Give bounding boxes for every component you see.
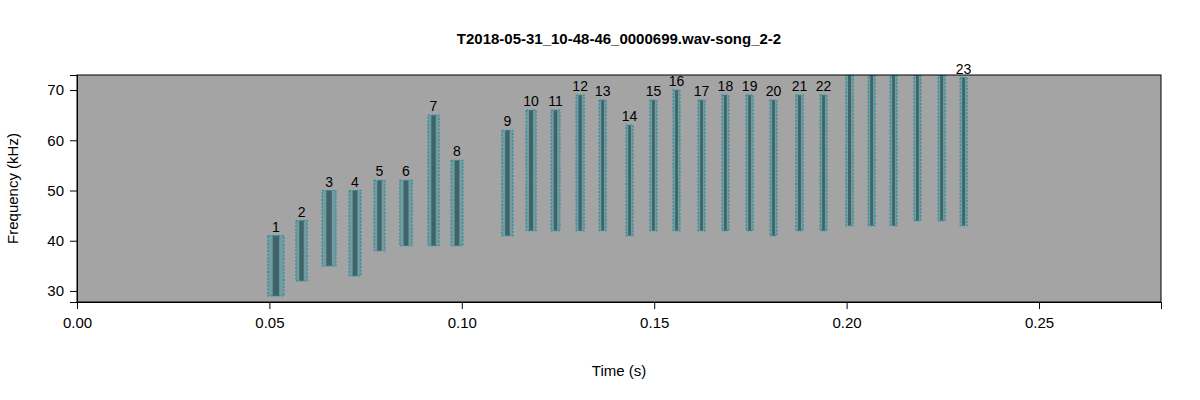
selection-box (820, 95, 827, 231)
selection-box (374, 180, 385, 250)
selection-box (626, 125, 633, 235)
y-tick-label: 70 (47, 81, 64, 98)
y-tick: 50 (47, 182, 77, 199)
selection-box (650, 100, 657, 231)
y-tick: 40 (47, 232, 77, 249)
selection-box (868, 75, 875, 226)
plot-background (77, 75, 1161, 302)
selection-box (746, 95, 753, 231)
selection-box (890, 75, 897, 226)
selection-box (551, 110, 560, 231)
y-tick-mark (70, 291, 77, 292)
y-tick-mark (70, 191, 77, 192)
y-axis-line (70, 76, 78, 303)
x-tick-mark (847, 302, 848, 309)
selection-box (698, 100, 705, 231)
selection-box (428, 115, 439, 246)
y-axis-title: Frequency (kHz) (4, 133, 21, 244)
selection-label: 1 (272, 219, 280, 235)
selection-box (938, 75, 945, 221)
y-tick-label: 30 (47, 282, 64, 299)
x-tick: 0.10 (448, 302, 477, 331)
selection-label: 23 (956, 61, 972, 77)
y-tick: 70 (47, 81, 77, 98)
y-tick: 30 (47, 282, 77, 299)
selection-box (296, 221, 307, 281)
selection-label: 17 (694, 83, 710, 99)
selection-label: 14 (622, 108, 638, 124)
selection-label: 5 (376, 163, 384, 179)
selection-label: 2 (298, 204, 306, 220)
selections (268, 75, 967, 296)
selection-box (914, 75, 921, 221)
x-tick-label: 0.15 (640, 314, 669, 331)
x-tick: 0.00 (63, 302, 92, 331)
selection-label: 6 (402, 163, 410, 179)
selection-box (451, 160, 463, 245)
selection-box (673, 90, 680, 231)
selection-label: 9 (504, 113, 512, 129)
x-tick-mark (1039, 302, 1040, 309)
y-tick-label: 40 (47, 232, 64, 249)
selection-box (770, 100, 777, 236)
y-tick-mark (70, 241, 77, 242)
selection-box (796, 95, 803, 231)
x-tick-label: 0.05 (255, 314, 284, 331)
x-tick-label: 0.20 (833, 314, 862, 331)
y-axis: 30 40 50 60 70 (47, 76, 77, 303)
selection-box (722, 95, 729, 231)
selection-box (526, 110, 536, 231)
selection-label: 15 (646, 83, 662, 99)
selection-label: 3 (325, 174, 333, 190)
x-tick-mark (654, 302, 655, 309)
selection-label: 18 (718, 78, 734, 94)
y-tick-mark (70, 90, 77, 91)
chart-title: T2018-05-31_10-48-46_0000699.wav-song_2-… (457, 30, 781, 47)
selection-label: 10 (523, 93, 539, 109)
selection-label: 19 (742, 78, 758, 94)
x-tick: 0.15 (640, 302, 669, 331)
x-tick-mark (462, 302, 463, 309)
selection-label: 22 (816, 78, 832, 94)
x-tick-label: 0.10 (448, 314, 477, 331)
selection-label: 21 (792, 78, 808, 94)
x-axis: 0.00 0.05 0.10 0.15 0.20 0.25 (63, 302, 1162, 331)
x-tick: 0.25 (1025, 302, 1054, 331)
y-tick: 60 (47, 132, 77, 149)
x-tick: 0.05 (255, 302, 284, 331)
selection-box (576, 95, 584, 231)
selection-box (846, 75, 853, 226)
selection-label: 8 (453, 143, 461, 159)
x-tick: 0.20 (833, 302, 862, 331)
selection-label: 12 (572, 78, 588, 94)
selection-box (502, 130, 513, 235)
x-axis-line (78, 303, 1162, 310)
plot: 12345678910111213141516171819202122230.0… (47, 61, 1161, 331)
y-tick-mark (70, 140, 77, 141)
selection-label: 20 (766, 83, 782, 99)
selection-box (599, 100, 606, 231)
selection-label: 13 (595, 83, 611, 99)
plot-frame (77, 75, 1161, 302)
y-tick-label: 60 (47, 132, 64, 149)
selection-box (400, 180, 412, 245)
x-axis-title: Time (s) (592, 362, 646, 379)
selection-label: 11 (548, 93, 563, 109)
y-tick-label: 50 (47, 182, 64, 199)
selection-box (268, 236, 284, 296)
x-tick-mark (77, 302, 78, 309)
selection-box (960, 78, 967, 226)
selection-label: 7 (430, 98, 438, 114)
x-tick-label: 0.25 (1025, 314, 1054, 331)
selection-box (349, 191, 361, 276)
selection-box (322, 191, 336, 266)
x-tick-label: 0.00 (63, 314, 92, 331)
selection-label: 4 (351, 174, 359, 190)
x-tick-mark (269, 302, 270, 309)
chart: 12345678910111213141516171819202122230.0… (0, 0, 1200, 400)
